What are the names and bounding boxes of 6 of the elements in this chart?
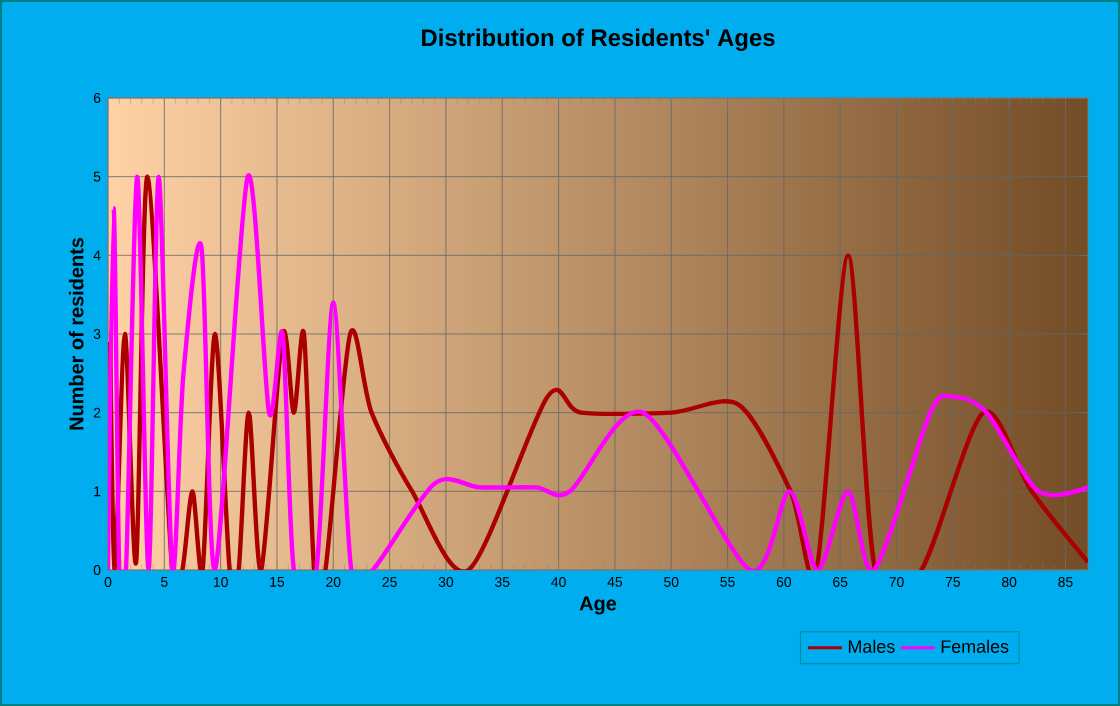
legend-label: Males xyxy=(848,639,895,653)
legend-label: Females xyxy=(941,639,1009,653)
chart-title: Distribution of Residents' Ages xyxy=(422,28,775,51)
x-axis-title: Age xyxy=(579,596,617,615)
line-series xyxy=(108,174,1088,570)
y-axis-title: Number of residents xyxy=(68,237,84,430)
